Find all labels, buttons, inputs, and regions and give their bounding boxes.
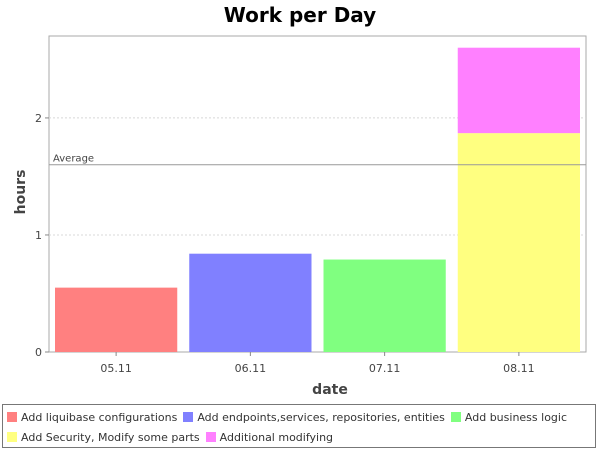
- x-tick-label: 05.11: [100, 362, 132, 375]
- average-marker: Average: [49, 154, 586, 166]
- legend-label: Add liquibase configurations: [21, 410, 178, 424]
- legend-item: Add Security, Modify some parts: [7, 427, 200, 447]
- x-tick-label: 07.11: [369, 362, 401, 375]
- y-axis-ticks: 0 1 2: [35, 112, 49, 359]
- legend-label: Additional modifying: [219, 430, 334, 444]
- work-per-day-chart: Work per Day Average 0 1 2 05.11 06.11 07.11…: [13, 3, 587, 398]
- gridlines: [49, 117, 586, 236]
- legend-label: Add business logic: [464, 410, 568, 424]
- y-tick-label: 0: [35, 346, 42, 359]
- legend-swatch: [450, 412, 461, 422]
- bars: [55, 47, 580, 352]
- bar: [457, 133, 580, 352]
- average-label: Average: [53, 154, 94, 165]
- bar: [457, 47, 580, 134]
- legend-label: Add endpoints,services, repositories, en…: [197, 410, 445, 424]
- chart-title: Work per Day: [224, 3, 376, 27]
- legend-item: Add business logic: [450, 407, 568, 427]
- chart-legend: Add liquibase configurations Add endpoint…: [2, 404, 596, 448]
- x-axis-ticks: 05.11 06.11 07.11 08.11: [100, 352, 535, 375]
- bar: [189, 253, 312, 352]
- legend-swatch: [183, 412, 194, 422]
- legend-item: Add liquibase configurations: [7, 407, 177, 427]
- legend-swatch: [205, 432, 216, 442]
- legend-label: Add Security, Modify some parts: [21, 430, 200, 444]
- y-tick-label: 2: [35, 112, 42, 125]
- legend-swatch: [7, 432, 17, 442]
- x-tick-label: 08.11: [503, 362, 535, 375]
- x-tick-label: 06.11: [235, 362, 267, 375]
- x-axis-label: date: [312, 382, 348, 398]
- y-tick-label: 1: [35, 229, 42, 242]
- legend-item: Additional modifying: [205, 427, 334, 447]
- legend-swatch: [7, 412, 17, 422]
- legend-item: Add endpoints,services, repositories, en…: [183, 407, 445, 427]
- bar: [323, 259, 446, 352]
- bar: [55, 287, 178, 352]
- y-axis-label: hours: [13, 170, 29, 215]
